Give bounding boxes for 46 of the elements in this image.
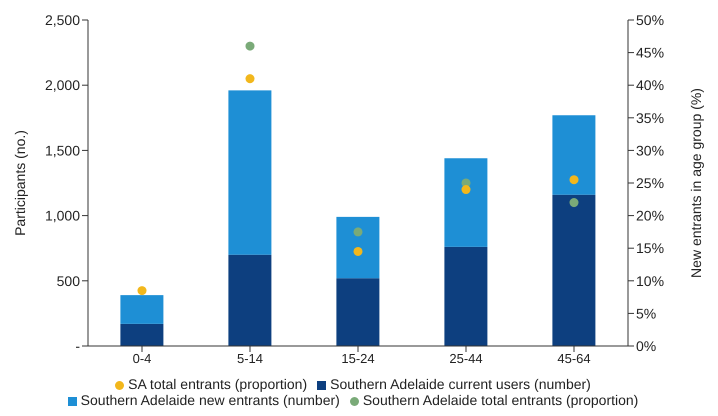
point xyxy=(245,42,255,51)
y-tick-label: 2,000 xyxy=(44,77,80,94)
y2-tick-label: 40% xyxy=(636,77,664,94)
y2-tick-label: 5% xyxy=(636,305,656,322)
legend-label: Southern Adelaide current users (number) xyxy=(330,376,591,392)
bar xyxy=(444,246,488,346)
y2-tick-label: 50% xyxy=(636,12,664,28)
point xyxy=(137,286,147,296)
bar xyxy=(444,158,488,247)
x-tick-label: 45-64 xyxy=(557,351,591,366)
point xyxy=(245,74,255,84)
legend-label: SA total entrants (proportion) xyxy=(128,376,308,392)
bar xyxy=(552,115,596,195)
x-tick-label: 15-24 xyxy=(341,351,375,366)
bar xyxy=(336,278,380,346)
y-tick-label: 1,500 xyxy=(44,142,80,158)
point xyxy=(461,185,471,194)
y2-tick-label: 0% xyxy=(636,338,656,354)
y2-tick-label: 25% xyxy=(636,174,664,191)
point xyxy=(353,227,363,236)
bar xyxy=(120,324,164,346)
y2-axis-title: New entrants in age group (%) xyxy=(688,88,704,278)
x-tick-label: 0-4 xyxy=(132,351,152,366)
x-tick-label: 25-44 xyxy=(449,351,483,366)
y2-tick-label: 30% xyxy=(636,142,664,158)
y-tick-label: 500 xyxy=(56,272,80,289)
y-axis-title: Participants (no.) xyxy=(12,130,28,236)
y-tick-label: 1,000 xyxy=(44,208,80,224)
y-tick-label: 2,500 xyxy=(44,12,80,28)
bar xyxy=(552,194,596,346)
y2-tick-label: 10% xyxy=(636,272,664,289)
y2-tick-label: 35% xyxy=(636,110,664,126)
bar xyxy=(120,295,164,324)
legend-label: Southern Adelaide total entrants (proportion) xyxy=(362,392,638,408)
point xyxy=(569,175,579,184)
bar xyxy=(336,216,380,278)
x-tick-label: 5-14 xyxy=(236,351,264,366)
y2-tick-label: 15% xyxy=(636,240,664,256)
point xyxy=(353,246,363,256)
y2-tick-label: 20% xyxy=(636,208,664,224)
y-tick-label: - xyxy=(75,338,80,354)
y2-tick-label: 45% xyxy=(636,44,664,61)
legend-label: Southern Adelaide new entrants (number) xyxy=(80,392,340,408)
bar xyxy=(228,254,272,346)
bar xyxy=(228,90,272,255)
point xyxy=(569,198,579,208)
